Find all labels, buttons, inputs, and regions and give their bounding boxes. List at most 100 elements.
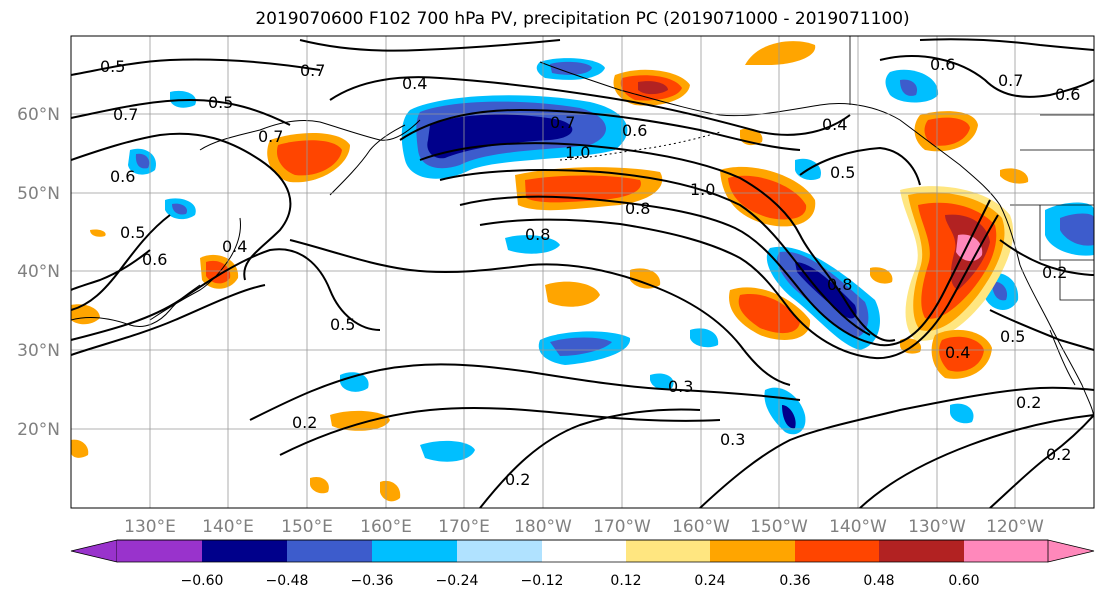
coastline-alaska [539,61,1001,206]
lon-label: 150°E [281,517,333,537]
lat-label: 30°N [17,341,60,361]
pv-contour [399,108,801,151]
positive-pc-patch [630,268,661,289]
negative-pc-patch [650,373,674,390]
pv-contour [439,169,871,336]
positive-pc-patch [545,281,600,307]
contour-label: 1.0 [690,180,715,199]
pv-contour [71,248,381,341]
political-borders [849,36,1094,301]
lat-label: 60°N [17,105,60,125]
negative-pc-patch [550,337,612,356]
negative-pc-patch [795,262,857,319]
negative-pc-patch [950,403,974,424]
lon-label: 150°W [750,517,808,537]
pv-contour [71,58,321,76]
pv-contour [419,142,896,342]
positive-pc-patch [71,439,89,458]
colorbar-tick-label: −0.48 [266,573,309,589]
contour-labels: 0.5 0.7 0.4 0.5 0.7 0.7 0.6 0.6 0.7 0.6 … [100,55,1080,489]
coastline-kamchatka [329,124,406,196]
contour-label: 0.6 [930,55,955,74]
colorbar-tick-label: 0.24 [694,573,725,589]
colorbar-bin [457,540,542,562]
lon-label: 130°E [124,517,176,537]
negative-pc-patch [550,61,592,75]
negative-pc-patch [1060,213,1094,246]
colorbar: −0.60 −0.48 −0.36 −0.24 −0.12 0.12 0.24 … [70,539,1095,589]
negative-pc-patch [135,153,150,169]
pv-contour [479,408,701,508]
positive-pc-patch [276,140,342,176]
lon-label: 140°E [202,517,254,537]
colorbar-bin [372,540,457,562]
pv-contour [699,386,1094,508]
contour-label: 0.8 [525,225,550,244]
negative-pc-patch [782,405,796,429]
colorbar-bin [795,540,879,562]
pv-contour [329,76,851,136]
negative-pc-patch [900,79,918,96]
latitude-labels: 60°N 50°N 40°N 30°N 20°N [17,105,60,440]
contour-label: 0.3 [668,377,693,396]
negative-pc-patch [427,114,573,159]
colorbar-tick-label: 0.60 [948,573,979,589]
lon-label: 170°E [438,517,490,537]
coastline-gulf-california [1049,329,1076,386]
contour-label: 0.2 [292,413,317,432]
contour-label: 0.8 [625,199,650,218]
contour-label: 0.5 [100,57,125,76]
pv-contour [71,284,266,356]
contour-label: 0.2 [1042,263,1067,282]
pv-contour [249,363,801,421]
pv-contour [459,195,991,347]
lon-label: 160°W [672,517,730,537]
colorbar-tick-label: −0.36 [351,573,394,589]
negative-pc-patch [420,440,475,462]
negative-pc-patch [340,372,369,392]
colorbar-tick-label: −0.12 [521,573,564,589]
contour-label: 0.5 [830,163,855,182]
coastline-aleutians [559,131,721,161]
contour-label: 0.7 [300,61,325,80]
lon-label: 140°W [829,517,887,537]
pv-contours [71,38,1094,508]
pv-contour [919,38,1094,51]
colorbar-bin [710,540,795,562]
pv-contour [71,98,291,126]
negative-pc-patch [505,235,560,254]
colorbar-bin [626,540,710,562]
colorbar-bin [879,540,964,562]
positive-pc-patch [939,336,984,372]
negative-pc-patch [690,328,719,348]
pv-contour [71,132,292,281]
positive-pc-patch [745,41,816,65]
figure-title: 2019070600 F102 700 hPa PV, precipitatio… [255,9,910,29]
colorbar-tick-label: 0.12 [610,573,641,589]
contour-label: 0.5 [1000,327,1025,346]
positive-pc-patch [1000,168,1029,184]
contour-label: 0.4 [945,343,970,362]
contour-label: 0.7 [998,71,1023,90]
colorbar-extend-max [1047,539,1095,563]
positive-pc-patch [90,229,106,237]
contour-label: 0.2 [1016,393,1041,412]
contour-label: 0.7 [550,113,575,132]
pv-contour [71,249,151,291]
contour-label: 0.6 [622,121,647,140]
contour-label: 0.6 [110,167,135,186]
positive-pc-patch [924,117,970,146]
pv-contour [279,406,721,456]
contour-label: 0.2 [505,470,530,489]
pv-contour [989,414,1094,508]
lon-label: 170°W [593,517,651,537]
lat-label: 50°N [17,184,60,204]
pv-contour [299,39,561,52]
lon-label: 130°W [908,517,966,537]
pv-contour [859,414,1094,508]
contour-label: 0.6 [142,250,167,269]
pv-contour [479,214,999,360]
coastline-asia [199,119,421,151]
positive-pc-patch [310,476,329,494]
contour-label: 0.7 [113,105,138,124]
